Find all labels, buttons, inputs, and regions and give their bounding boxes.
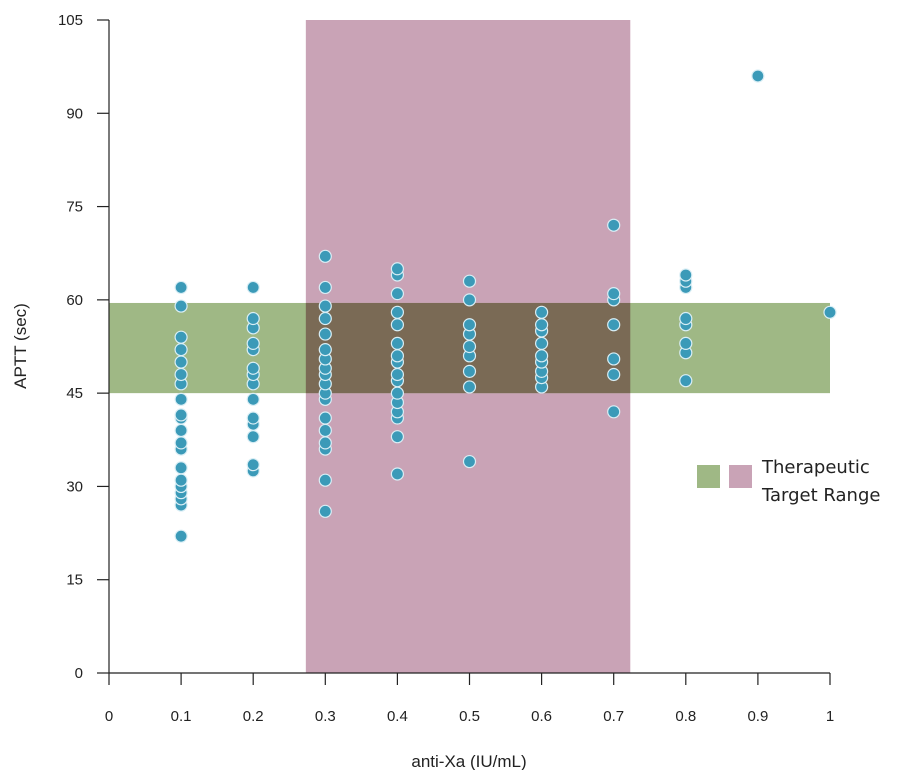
data-point (462, 380, 477, 394)
data-point (246, 458, 260, 472)
data-point (174, 343, 188, 357)
data-point (246, 411, 260, 425)
data-point (174, 355, 188, 369)
x-axis-ticks: 0 0.1 0.2 0.3 0.4 0.5 0.6 0.7 0.8 0.9 1 (105, 673, 834, 725)
y-tick-label: 45 (66, 385, 83, 402)
y-tick-label: 0 (75, 665, 83, 682)
legend-label-line-1: Therapeutic (761, 457, 870, 478)
x-tick-label: 0 (105, 708, 113, 725)
y-tick-label: 60 (66, 292, 83, 309)
data-point (679, 374, 693, 388)
data-point (607, 405, 621, 419)
data-point (174, 461, 188, 475)
data-point (679, 336, 693, 350)
data-point (246, 280, 260, 295)
data-point (390, 430, 404, 444)
data-point (462, 274, 477, 288)
data-point (462, 454, 477, 469)
data-point (174, 408, 188, 422)
data-point (246, 336, 260, 350)
data-point (462, 339, 477, 354)
data-point (390, 336, 404, 350)
data-point (534, 318, 549, 332)
data-point (607, 218, 621, 232)
data-point (318, 299, 332, 313)
data-point (318, 504, 332, 518)
data-point (534, 305, 549, 319)
x-axis-title: anti-Xa (IU/mL) (411, 752, 526, 770)
x-tick-label: 0.2 (243, 708, 264, 725)
data-point (390, 386, 404, 400)
data-point (318, 280, 332, 295)
data-point (607, 287, 621, 301)
data-point (679, 268, 693, 282)
data-point (390, 262, 404, 276)
data-point (534, 349, 549, 363)
y-tick-label: 105 (58, 12, 83, 29)
x-tick-label: 0.6 (531, 708, 552, 725)
x-tick-label: 0.8 (675, 708, 696, 725)
x-tick-label: 0.3 (315, 708, 336, 725)
x-tick-label: 0.1 (171, 708, 192, 725)
data-point (174, 436, 188, 450)
data-point (174, 392, 188, 406)
data-point (318, 473, 332, 487)
data-point (318, 249, 332, 263)
data-point (390, 467, 404, 481)
data-point (607, 352, 621, 366)
legend-label-line-2: Target Range (761, 485, 880, 506)
y-tick-label: 15 (66, 572, 83, 589)
x-tick-label: 0.5 (459, 708, 480, 725)
y-axis-title: APTT (sec) (11, 303, 30, 389)
data-point (751, 69, 765, 83)
legend-swatch-anti-xa-range (729, 465, 752, 488)
data-point (607, 367, 621, 382)
x-tick-label: 0.7 (603, 708, 624, 725)
data-point (534, 336, 549, 350)
data-point (390, 305, 404, 319)
data-point (390, 349, 404, 363)
data-point (246, 311, 260, 326)
data-point (318, 311, 332, 326)
data-point (246, 392, 260, 406)
data-point (462, 364, 477, 378)
data-point (607, 318, 621, 332)
data-point (318, 436, 332, 450)
data-point (174, 330, 188, 344)
y-tick-label: 90 (66, 105, 83, 122)
data-point (246, 361, 260, 375)
data-point (462, 318, 477, 332)
data-point (390, 287, 404, 301)
x-tick-label: 1 (826, 708, 834, 725)
legend: Therapeutic Target Range (697, 457, 880, 506)
data-point (390, 367, 404, 382)
y-tick-label: 30 (66, 478, 83, 495)
x-tick-label: 0.4 (387, 708, 408, 725)
x-tick-label: 0.9 (747, 708, 768, 725)
data-points (174, 69, 837, 543)
data-point (174, 299, 188, 313)
legend-swatch-aptt-range (697, 465, 720, 488)
data-point (823, 305, 837, 319)
data-point (174, 367, 188, 382)
data-point (246, 430, 260, 444)
data-point (318, 423, 332, 438)
data-point (174, 423, 188, 438)
data-point (318, 327, 332, 341)
y-tick-label: 75 (66, 199, 83, 216)
data-point (462, 293, 477, 307)
data-point (390, 318, 404, 332)
data-point (174, 473, 188, 487)
data-point (174, 280, 188, 295)
data-point (318, 411, 332, 425)
data-point (318, 343, 332, 357)
data-point (174, 529, 188, 543)
y-axis-ticks: 0 15 30 45 60 75 90 105 (58, 12, 109, 682)
data-point (679, 311, 693, 326)
